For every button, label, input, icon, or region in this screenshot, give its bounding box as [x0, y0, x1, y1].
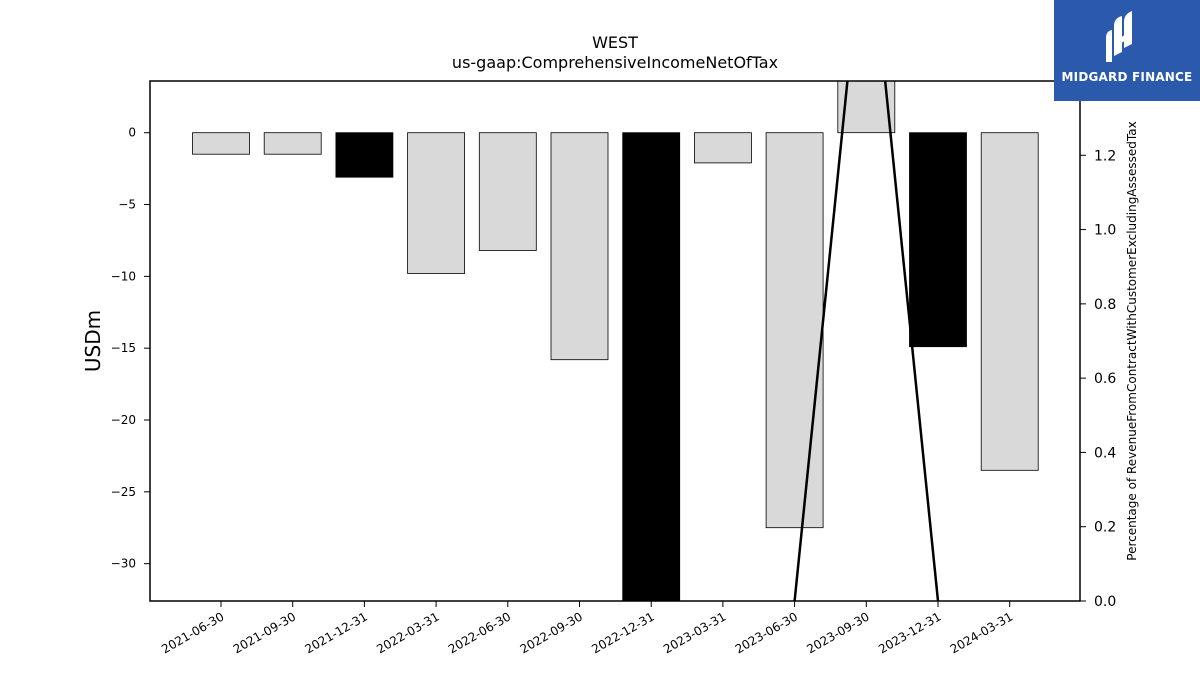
x-tick-label: 2023-09-30: [804, 609, 871, 656]
y-tick-label: −25: [111, 485, 136, 499]
midgard-logo-icon: [1106, 11, 1132, 62]
x-tick-label: 2023-06-30: [733, 609, 800, 656]
y-tick-label: −10: [111, 269, 136, 283]
logo-badge: MIDGARD FINANCE: [1054, 0, 1200, 101]
x-tick-label: 2022-09-30: [518, 609, 585, 656]
bar: [192, 132, 250, 155]
y-axis-ticks: 0 −5 −10 −15 −20 −25 −30: [111, 126, 150, 571]
bar: [765, 132, 824, 529]
logo-text: MIDGARD FINANCE: [1061, 70, 1193, 84]
x-tick-label: 2024-03-31: [948, 609, 1015, 656]
bar: [407, 132, 466, 274]
chart-title: WEST: [592, 33, 638, 52]
y2-tick-label: 0.8: [1094, 297, 1116, 313]
bar: [478, 132, 537, 251]
bar: [909, 132, 967, 348]
x-tick-label: 2023-12-31: [876, 609, 943, 656]
bars: [192, 81, 1039, 601]
x-tick-label: 2021-12-31: [302, 609, 369, 656]
plot-frame: [149, 80, 1081, 602]
x-tick-label: 2021-09-30: [231, 609, 298, 656]
x-tick-label: 2023-03-31: [661, 609, 728, 656]
x-tick-label: 2022-03-31: [374, 609, 441, 656]
x-tick-label: 2022-06-30: [446, 609, 513, 656]
y-axis-label: USDm: [81, 310, 105, 372]
y2-tick-label: 1.2: [1094, 148, 1116, 164]
y2-axis-label: Percentage of RevenueFromContractWithCus…: [1125, 121, 1139, 560]
bar: [980, 132, 1039, 471]
y2-tick-label: 0.0: [1094, 594, 1116, 610]
y-tick-label: −30: [111, 557, 136, 571]
x-tick-label: 2022-12-31: [589, 609, 656, 656]
chart-subtitle: us-gaap:ComprehensiveIncomeNetOfTax: [452, 53, 778, 72]
bar: [694, 132, 752, 164]
bar: [335, 132, 394, 178]
y-tick-label: −20: [111, 413, 136, 427]
y-tick-label: 0: [128, 126, 136, 140]
ratio-line: [793, 81, 940, 601]
line-layer: [793, 81, 940, 601]
y-tick-label: −5: [118, 198, 136, 212]
bar: [622, 132, 681, 601]
y-tick-label: −15: [111, 341, 136, 355]
x-axis-ticks: 2021-06-30 2021-09-30 2021-12-31 2022-03-31…: [159, 601, 1015, 656]
x-tick-label: 2021-06-30: [159, 609, 226, 656]
y2-axis-ticks: 0.0 0.2 0.4 0.6 0.8 1.0 1.2: [1080, 148, 1116, 610]
bar: [263, 132, 322, 155]
y2-tick-label: 0.2: [1094, 520, 1116, 536]
bar: [550, 132, 609, 361]
y2-tick-label: 0.4: [1094, 445, 1116, 461]
y2-tick-label: 1.0: [1094, 223, 1116, 239]
y2-tick-label: 0.6: [1094, 371, 1116, 387]
